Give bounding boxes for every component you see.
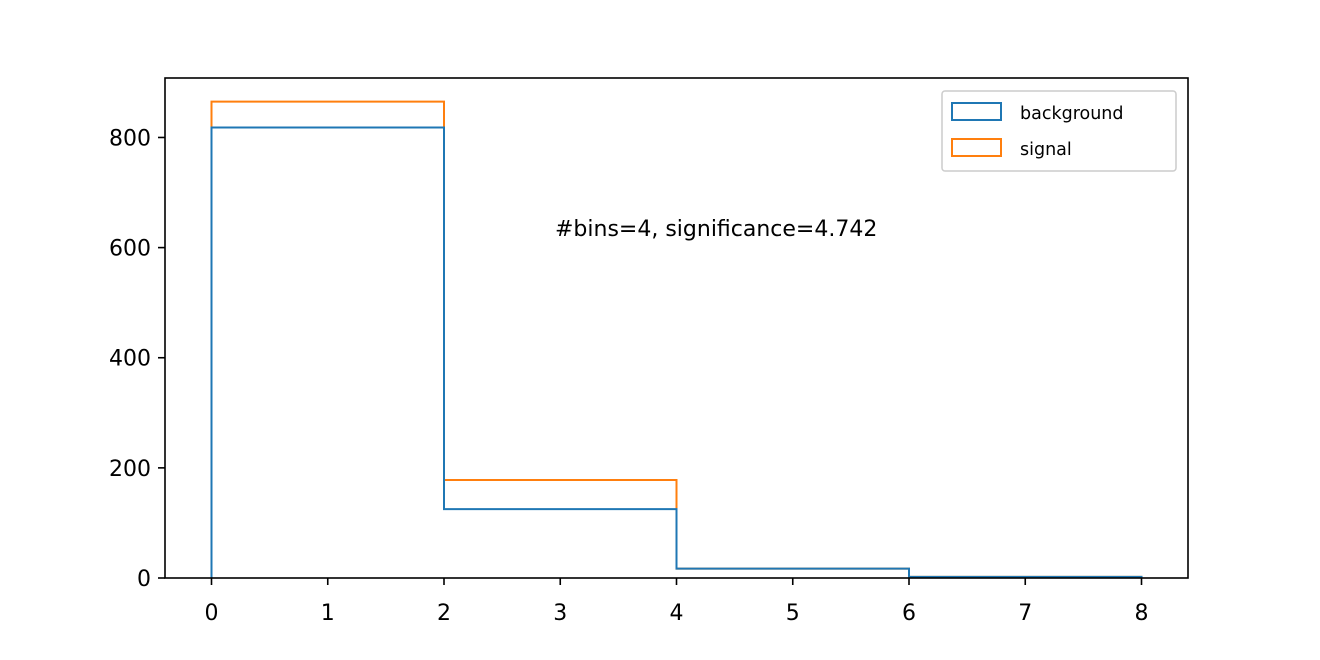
y-axis: 0 200 400 600 800 bbox=[109, 126, 165, 592]
x-tick-label: 4 bbox=[670, 601, 684, 626]
x-tick-label: 6 bbox=[902, 601, 916, 626]
y-tick-label: 200 bbox=[109, 457, 151, 482]
legend-label-background: background bbox=[1020, 104, 1124, 124]
x-tick-label: 5 bbox=[786, 601, 800, 626]
y-tick-label: 800 bbox=[109, 126, 151, 151]
x-tick-label: 7 bbox=[1018, 601, 1032, 626]
legend: background signal bbox=[941, 90, 1177, 172]
y-tick-label: 600 bbox=[109, 237, 151, 262]
x-tick-label: 2 bbox=[437, 601, 451, 626]
y-tick-label: 400 bbox=[109, 347, 151, 372]
x-tick-label: 1 bbox=[321, 601, 335, 626]
x-tick-label: 3 bbox=[553, 601, 567, 626]
legend-swatch-background bbox=[951, 102, 1002, 121]
histogram-step-background bbox=[210, 126, 1143, 578]
significance-annotation: #bins=4, significance=4.742 bbox=[555, 217, 877, 242]
y-tick-label: 0 bbox=[137, 567, 151, 592]
series-layer bbox=[210, 100, 1143, 578]
x-axis: 0 1 2 3 4 5 6 7 8 bbox=[205, 578, 1149, 626]
legend-swatch-signal bbox=[951, 138, 1002, 157]
x-tick-label: 0 bbox=[205, 601, 219, 626]
legend-label-signal: signal bbox=[1020, 140, 1072, 160]
x-tick-label: 8 bbox=[1135, 601, 1149, 626]
